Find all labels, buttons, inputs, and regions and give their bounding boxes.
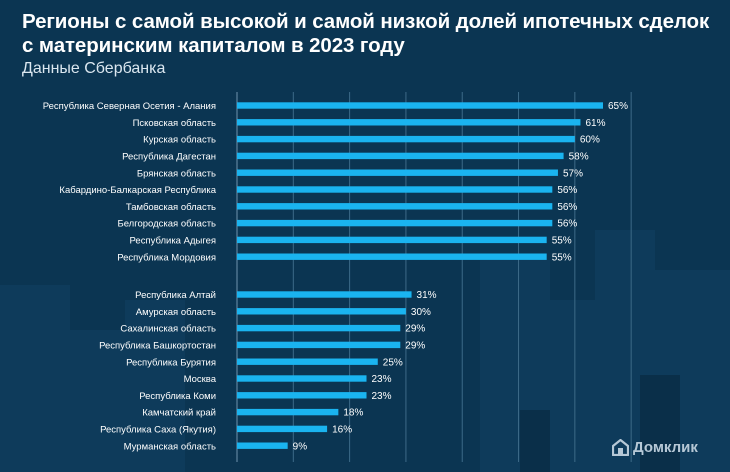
value-label: 25% (383, 357, 403, 368)
value-label: 18% (343, 408, 363, 419)
bar (237, 358, 378, 365)
value-label: 55% (552, 252, 572, 263)
category-label: Белгородская область (117, 219, 216, 230)
value-label: 56% (557, 202, 577, 213)
bar (237, 341, 401, 349)
bar (237, 203, 553, 210)
category-label: Тамбовская область (126, 202, 216, 213)
value-label: 60% (580, 135, 600, 146)
value-label: 9% (293, 441, 308, 452)
value-label: 31% (417, 290, 437, 301)
bar (237, 308, 406, 315)
category-label: Псковская область (133, 118, 216, 129)
category-label: Республика Коми (139, 391, 216, 402)
value-label: 16% (332, 425, 352, 436)
value-label: 30% (411, 307, 431, 318)
value-label: 61% (585, 118, 605, 129)
bar (237, 324, 401, 332)
category-label: Камчатский край (142, 408, 216, 419)
category-label: Республика Дагестан (122, 152, 216, 163)
value-label: 65% (608, 101, 628, 112)
logo-text: Домклик (633, 439, 698, 456)
value-label: 58% (569, 152, 589, 163)
value-label: 55% (552, 236, 572, 247)
category-label: Кабардино-Балкарская Республика (59, 185, 216, 196)
category-label: Амурская область (136, 307, 216, 318)
chart-title: Регионы с самой высокой и самой низкой д… (22, 10, 710, 57)
category-label: Республика Бурятия (126, 357, 216, 368)
bar (237, 375, 367, 382)
category-label: Республика Алтай (135, 290, 216, 301)
category-label: Брянская область (137, 168, 216, 179)
category-label: Республика Саха (Якутия) (100, 425, 216, 436)
bar (237, 219, 553, 227)
category-label: Республика Мордовия (117, 252, 216, 263)
category-label: Республика Адыгея (130, 236, 217, 247)
category-label: Мурманская область (124, 441, 216, 452)
bar (237, 253, 547, 260)
bar (237, 425, 328, 433)
bar (237, 442, 288, 449)
domclick-logo: Домклик (612, 439, 698, 456)
bar (237, 236, 547, 244)
value-label: 57% (563, 168, 583, 179)
bar (237, 408, 339, 416)
bar (237, 169, 558, 176)
value-label: 29% (405, 324, 425, 335)
category-label: Москва (184, 374, 217, 385)
value-label: 56% (557, 185, 577, 196)
bar (237, 152, 564, 160)
chart-subtitle: Данные Сбербанка (22, 60, 166, 77)
category-label: Республика Башкортостан (99, 341, 216, 352)
bar (237, 392, 367, 399)
value-label: 56% (557, 219, 577, 230)
category-label: Сахалинская область (120, 324, 216, 335)
value-label: 23% (372, 391, 392, 402)
value-label: 23% (372, 374, 392, 385)
bar (237, 186, 553, 193)
bar (237, 119, 581, 126)
bar (237, 291, 412, 298)
bar (237, 102, 603, 109)
category-label: Республика Северная Осетия - Алания (43, 101, 216, 112)
value-label: 29% (405, 341, 425, 352)
category-label: Курская область (143, 135, 216, 146)
house-icon (612, 439, 629, 456)
bar (237, 135, 575, 143)
